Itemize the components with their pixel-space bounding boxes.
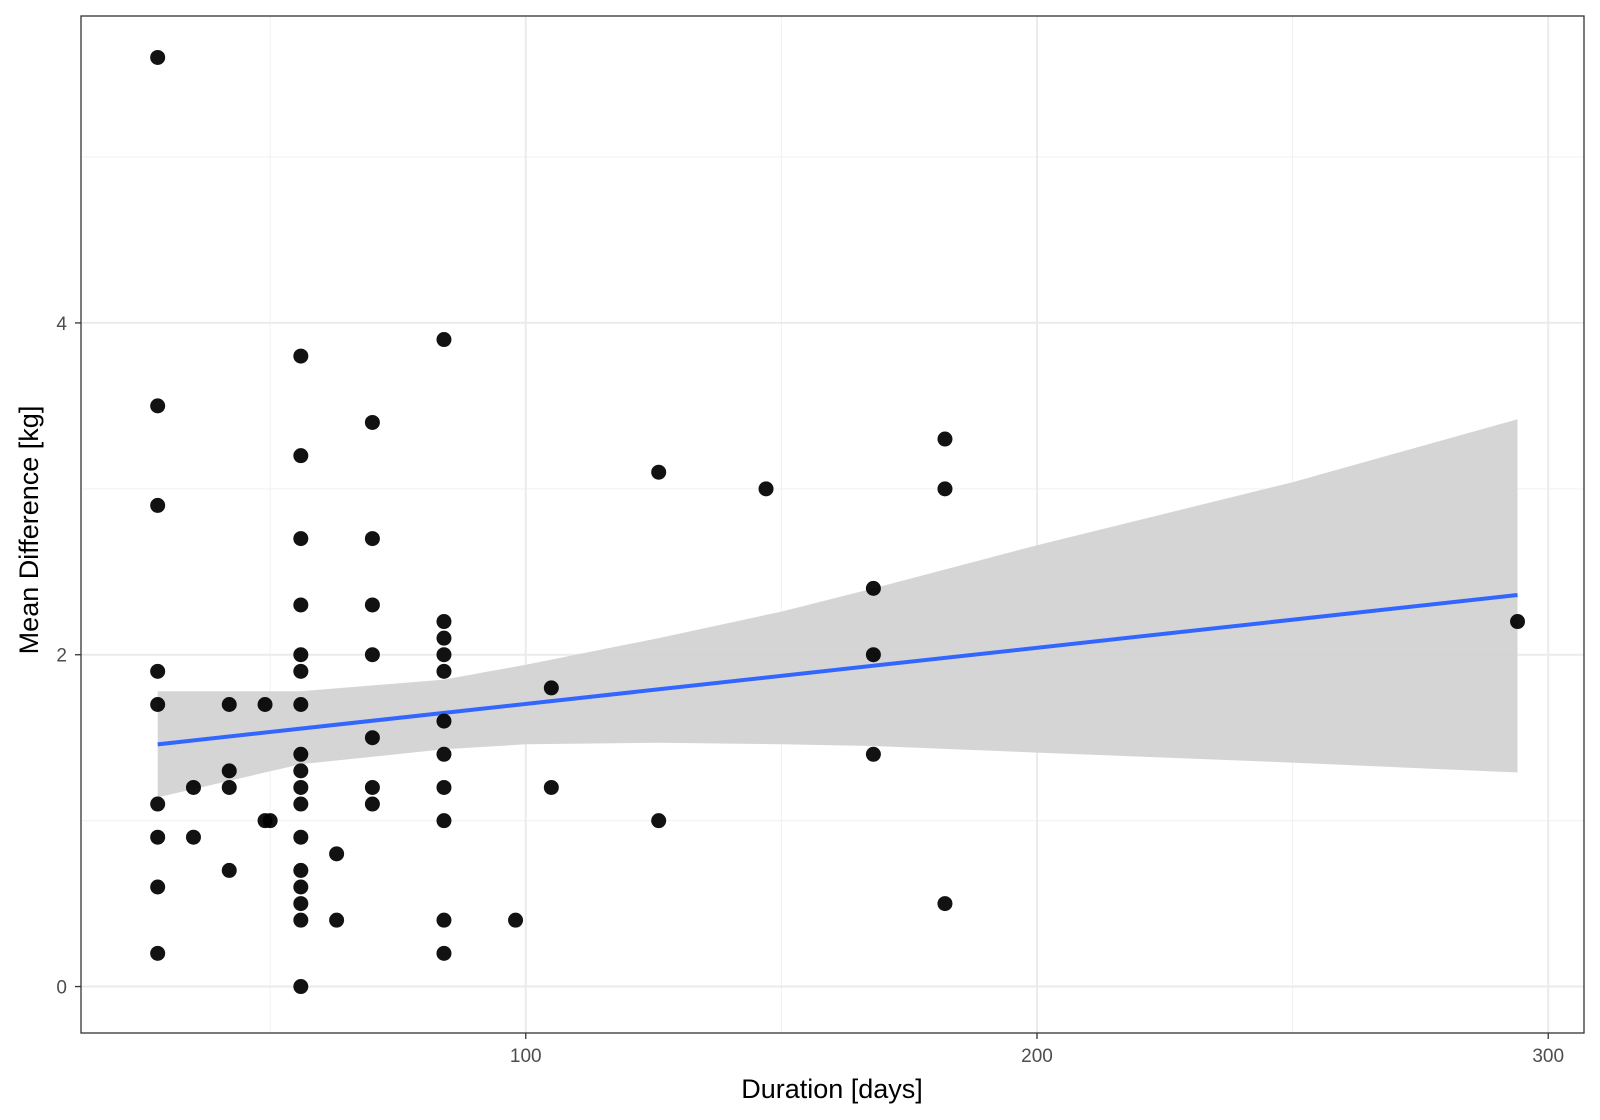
- data-point: [293, 896, 309, 912]
- data-point: [150, 398, 166, 414]
- y-tick-label: 2: [56, 646, 67, 667]
- data-point: [651, 813, 667, 829]
- data-point: [436, 945, 452, 961]
- x-axis-title: Duration [days]: [741, 1074, 923, 1104]
- data-point: [436, 332, 452, 348]
- x-tick-label: 300: [1532, 1046, 1564, 1067]
- data-points: [150, 49, 1526, 995]
- data-point: [651, 464, 667, 480]
- data-point: [436, 912, 452, 928]
- data-point: [758, 481, 774, 497]
- y-tick-label: 0: [56, 978, 67, 999]
- data-point: [937, 431, 953, 447]
- data-point: [293, 663, 309, 679]
- data-point: [436, 647, 452, 663]
- data-point: [543, 779, 559, 795]
- data-point: [293, 448, 309, 464]
- data-point: [221, 697, 237, 713]
- data-point: [865, 580, 881, 596]
- data-point: [293, 862, 309, 878]
- data-point: [293, 912, 309, 928]
- data-point: [293, 779, 309, 795]
- y-axis-title: Mean Difference [kg]: [14, 406, 44, 655]
- data-point: [436, 779, 452, 795]
- axis-ticks: 100 200 300 0 2 4: [56, 314, 1564, 1067]
- data-point: [364, 730, 380, 746]
- data-point: [293, 763, 309, 779]
- data-point: [364, 647, 380, 663]
- data-point: [185, 829, 201, 845]
- data-point: [436, 614, 452, 630]
- plot-panel-border: [80, 15, 1585, 1034]
- y-tick-label: 4: [56, 314, 67, 335]
- data-point: [364, 796, 380, 812]
- data-point: [364, 597, 380, 613]
- data-point: [1510, 614, 1526, 630]
- data-point: [329, 846, 345, 862]
- confidence-band: [157, 419, 1518, 798]
- data-point: [436, 813, 452, 829]
- data-point: [293, 531, 309, 547]
- data-point: [221, 779, 237, 795]
- data-point: [293, 796, 309, 812]
- data-point: [293, 746, 309, 762]
- data-point: [293, 979, 309, 995]
- x-tick-label: 100: [510, 1046, 542, 1067]
- data-point: [293, 597, 309, 613]
- data-point: [150, 829, 166, 845]
- data-point: [436, 663, 452, 679]
- data-point: [293, 647, 309, 663]
- data-point: [937, 896, 953, 912]
- data-point: [150, 796, 166, 812]
- data-point: [150, 879, 166, 895]
- data-point: [865, 746, 881, 762]
- data-point: [185, 779, 201, 795]
- data-point: [436, 630, 452, 646]
- data-point: [150, 49, 166, 65]
- data-point: [150, 663, 166, 679]
- data-point: [293, 829, 309, 845]
- trend-line: [157, 593, 1518, 747]
- data-point: [543, 680, 559, 696]
- data-point: [150, 497, 166, 513]
- data-point: [262, 813, 278, 829]
- data-point: [150, 697, 166, 713]
- data-point: [221, 763, 237, 779]
- data-point: [937, 481, 953, 497]
- data-point: [364, 414, 380, 430]
- data-point: [329, 912, 345, 928]
- data-point: [293, 879, 309, 895]
- data-point: [364, 531, 380, 547]
- data-point: [293, 348, 309, 364]
- data-point: [221, 862, 237, 878]
- data-point: [436, 713, 452, 729]
- data-point: [865, 647, 881, 663]
- x-tick-label: 200: [1021, 1046, 1053, 1067]
- data-point: [257, 697, 273, 713]
- data-point: [436, 746, 452, 762]
- data-point: [508, 912, 524, 928]
- data-point: [150, 945, 166, 961]
- data-point: [364, 779, 380, 795]
- data-point: [293, 697, 309, 713]
